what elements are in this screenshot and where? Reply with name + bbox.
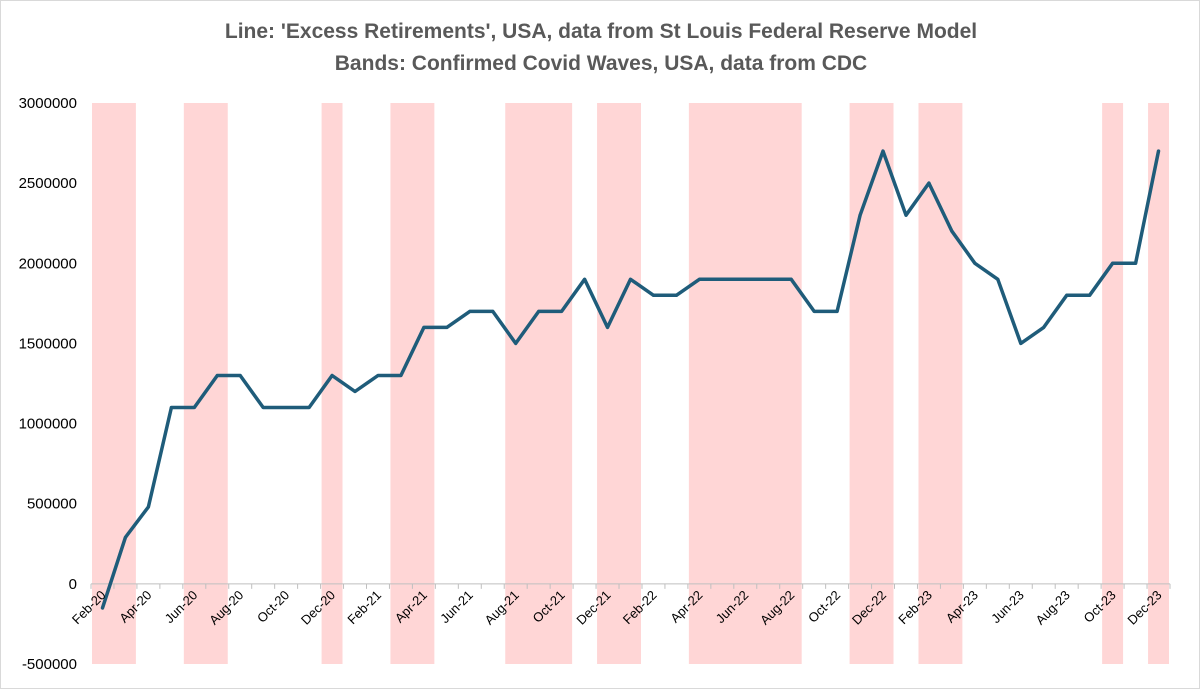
data-point-Feb-20 (100, 606, 104, 610)
x-tick-label: Jun-21 (437, 587, 476, 626)
data-point-Feb-21 (376, 373, 380, 377)
data-point-Aug-22 (789, 277, 793, 281)
y-tick-label: -500000 (22, 656, 77, 673)
data-point-May-20 (169, 406, 173, 410)
covid-band-6 (597, 103, 641, 664)
data-point-Jun-21 (468, 309, 472, 313)
covid-band-9 (918, 103, 963, 664)
data-point-Dec-21 (606, 325, 610, 329)
covid-band-5 (505, 103, 573, 664)
data-point-Jun-23 (1019, 341, 1023, 345)
data-point-Mar-22 (674, 293, 678, 297)
chart-title: Line: 'Excess Retirements', USA, data fr… (224, 20, 978, 43)
data-point-Mar-21 (399, 373, 403, 377)
data-point-Jan-23 (904, 213, 908, 217)
data-point-Aug-20 (238, 373, 242, 377)
data-point-Oct-21 (560, 309, 564, 313)
y-tick-label: 1000000 (19, 416, 77, 433)
data-point-Dec-22 (881, 149, 885, 153)
data-point-May-23 (996, 277, 1000, 281)
covid-wave-bands (92, 103, 1169, 664)
covid-band-4 (390, 103, 435, 664)
covid-band-7 (688, 103, 802, 664)
y-tick-label: 3000000 (19, 95, 77, 112)
x-tick-label: Aug-23 (1033, 587, 1073, 627)
series-line-layer (100, 149, 1161, 610)
data-point-Dec-23 (1157, 149, 1161, 153)
data-point-Feb-22 (651, 293, 655, 297)
data-point-Nov-22 (858, 213, 862, 217)
covid-band-1 (92, 103, 136, 664)
axes (90, 583, 1171, 589)
data-point-Jul-23 (1042, 325, 1046, 329)
data-point-Nov-20 (307, 406, 311, 410)
data-point-Sep-20 (261, 406, 265, 410)
data-point-Apr-22 (697, 277, 701, 281)
data-point-Feb-23 (927, 181, 931, 185)
covid-band-2 (183, 103, 228, 664)
covid-band-10 (1102, 103, 1124, 664)
x-tick-label: Feb-21 (344, 587, 384, 627)
data-point-Aug-23 (1065, 293, 1069, 297)
data-point-Oct-22 (835, 309, 839, 313)
data-point-Jan-22 (629, 277, 632, 281)
covid-band-8 (849, 103, 894, 664)
data-point-Aug-21 (514, 341, 518, 345)
data-point-Jan-21 (353, 390, 357, 394)
data-point-Jun-20 (192, 406, 196, 410)
data-point-Nov-23 (1134, 261, 1138, 265)
data-point-Mar-23 (950, 229, 954, 233)
data-point-Jun-22 (743, 277, 747, 281)
data-point-Jul-21 (491, 309, 495, 313)
data-point-Mar-20 (123, 535, 127, 539)
data-point-Nov-21 (583, 277, 587, 281)
data-point-Jul-20 (215, 373, 219, 377)
y-axis-tick-labels: -500000 0 500000 1000000 1500000 2000000 25000… (19, 95, 77, 673)
y-tick-label: 1500000 (19, 335, 77, 352)
data-point-May-21 (445, 325, 449, 329)
y-tick-label: 0 (69, 576, 77, 593)
data-point-Sep-21 (537, 309, 541, 313)
y-tick-label: 2500000 (19, 175, 77, 192)
data-point-Sep-22 (812, 309, 816, 313)
chart-subtitle: Bands: Confirmed Covid Waves, USA, data … (334, 52, 868, 75)
y-tick-label: 500000 (27, 496, 77, 513)
data-point-Apr-23 (973, 261, 977, 265)
y-tick-label: 2000000 (19, 255, 77, 272)
data-point-May-22 (720, 277, 724, 281)
covid-band-3 (321, 103, 343, 664)
data-point-Sep-23 (1088, 293, 1092, 297)
data-point-Apr-21 (422, 325, 426, 329)
data-point-Oct-23 (1111, 261, 1115, 265)
data-point-Jul-22 (766, 277, 770, 281)
data-point-Dec-20 (330, 373, 334, 377)
x-tick-label: Oct-22 (805, 587, 843, 625)
data-point-Oct-20 (284, 406, 288, 410)
x-tick-label: Jun-23 (988, 587, 1027, 626)
covid-band-11 (1148, 103, 1169, 664)
x-tick-label: Oct-20 (254, 587, 292, 625)
data-point-Apr-20 (146, 505, 150, 509)
